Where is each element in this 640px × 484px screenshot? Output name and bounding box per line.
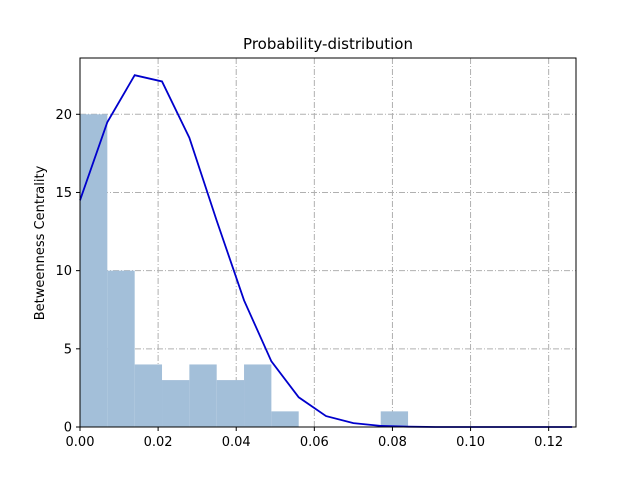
histogram-bar-2 bbox=[134, 364, 163, 427]
x-tick-label: 0.06 bbox=[300, 435, 329, 450]
y-tick-label: 5 bbox=[64, 342, 72, 357]
y-tick-label: 0 bbox=[64, 421, 72, 436]
y-axis-label: Betweenness Centrality bbox=[33, 165, 48, 320]
y-tick-label: 10 bbox=[55, 264, 72, 279]
x-tick-label: 0.02 bbox=[144, 435, 173, 450]
histogram-bar-4 bbox=[189, 364, 217, 427]
histogram-bar-0 bbox=[80, 114, 108, 427]
density-line bbox=[79, 74, 573, 428]
plot-frame bbox=[79, 57, 577, 428]
x-tick-label: 0.00 bbox=[66, 435, 95, 450]
x-tick-label: 0.10 bbox=[456, 435, 485, 450]
y-tick-label: 15 bbox=[55, 186, 72, 201]
histogram-bar-1 bbox=[107, 270, 135, 427]
x-tick-label: 0.08 bbox=[378, 435, 407, 450]
histogram-bar-8 bbox=[380, 411, 409, 427]
y-tick-label: 20 bbox=[55, 108, 72, 123]
x-tick-label: 0.04 bbox=[222, 435, 251, 450]
x-tick-label: 0.12 bbox=[534, 435, 563, 450]
histogram-bars bbox=[80, 114, 409, 427]
density-curve bbox=[79, 74, 573, 428]
grid-lines bbox=[80, 58, 576, 427]
histogram-bar-5 bbox=[216, 380, 245, 427]
histogram-bar-3 bbox=[162, 380, 190, 427]
histogram-bar-6 bbox=[244, 364, 272, 427]
histogram-bar-7 bbox=[271, 411, 299, 427]
chart-title: Probability-distribution bbox=[243, 35, 413, 53]
axis-ticks: 0.00 0.02 0.04 0.06 0.08 0.10 0.12 0 5 10 15 20 bbox=[55, 108, 563, 450]
